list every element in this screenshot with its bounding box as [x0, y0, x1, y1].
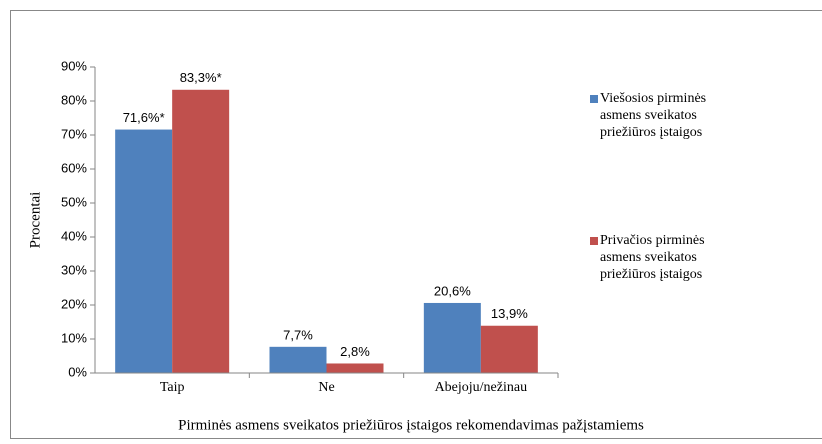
bar: [172, 89, 230, 373]
legend-swatch: [590, 95, 598, 103]
data-label: 71,6%*: [123, 110, 165, 125]
y-tick-label: 20%: [61, 296, 87, 311]
bar: [480, 325, 538, 373]
x-tick-label: Ne: [318, 380, 334, 395]
y-tick-label: 50%: [61, 194, 87, 209]
bar: [115, 129, 173, 373]
bar: [423, 302, 481, 373]
y-tick-label: 30%: [61, 262, 87, 277]
legend-label: Viešosios pirminės asmens sveikatos prie…: [600, 91, 707, 140]
y-tick-label: 90%: [61, 58, 87, 73]
y-tick-label: 70%: [61, 126, 87, 141]
data-label: 7,7%: [283, 327, 313, 342]
legend-swatch: [590, 237, 598, 245]
y-axis-title: Procentai: [27, 192, 43, 249]
y-tick-label: 80%: [61, 92, 87, 107]
data-label: 20,6%: [434, 283, 471, 298]
x-axis-title: Pirminės asmens sveikatos priežiūros įst…: [178, 417, 644, 433]
bar: [269, 346, 327, 373]
y-tick-label: 40%: [61, 228, 87, 243]
data-label: 13,9%: [491, 306, 528, 321]
x-tick-label: Taip: [160, 380, 185, 395]
chart-frame: [10, 10, 822, 439]
data-label: 2,8%: [340, 344, 370, 359]
y-tick-label: 0%: [68, 364, 87, 379]
data-label: 83,3%*: [180, 70, 222, 85]
y-tick-label: 10%: [61, 330, 87, 345]
y-tick-label: 60%: [61, 160, 87, 175]
legend-label: Privačios pirminės asmens sveikatos prie…: [600, 233, 705, 282]
bar: [326, 363, 384, 373]
x-tick-label: Abejoju/nežinau: [435, 380, 528, 395]
